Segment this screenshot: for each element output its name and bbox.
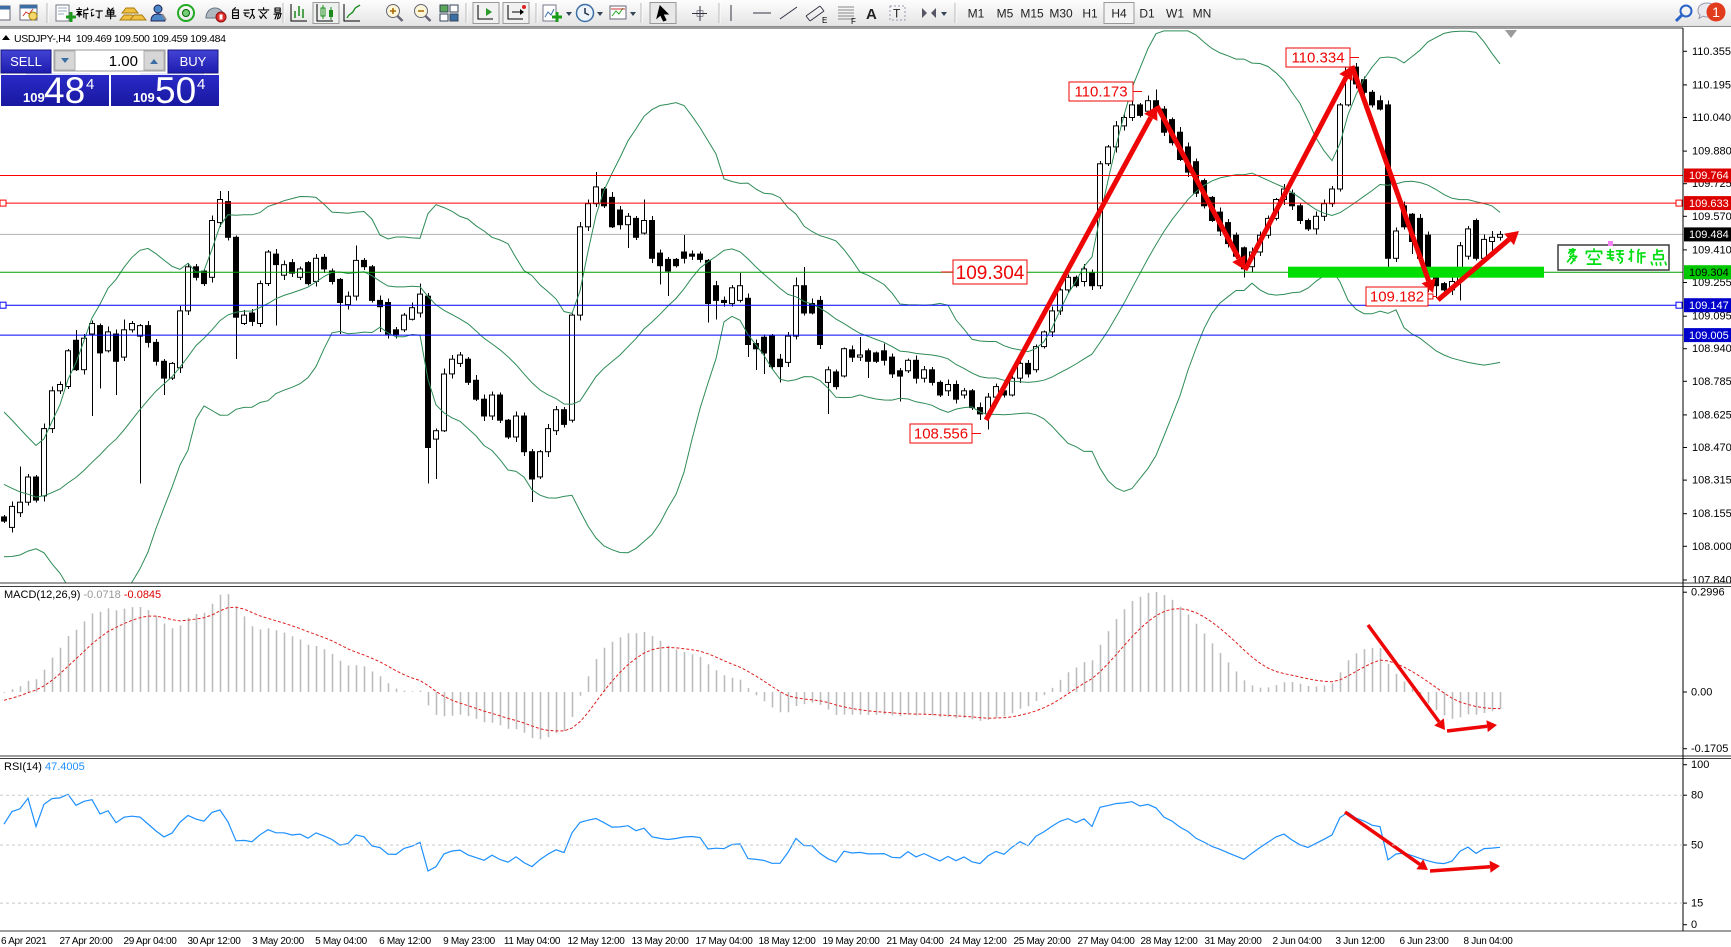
svg-text:109.410: 109.410 [1692, 244, 1731, 256]
svg-text:27 Apr 20:00: 27 Apr 20:00 [59, 936, 113, 947]
svg-text:0.2996: 0.2996 [1691, 587, 1725, 599]
svg-text:6 Jun 23:00: 6 Jun 23:00 [1400, 936, 1450, 947]
svg-text:109.633: 109.633 [1689, 198, 1729, 210]
svg-text:109.147: 109.147 [1689, 300, 1729, 312]
svg-text:108.315: 108.315 [1692, 475, 1731, 487]
svg-text:80: 80 [1691, 790, 1703, 802]
svg-text:15: 15 [1691, 898, 1703, 910]
svg-text:109.880: 109.880 [1692, 146, 1731, 158]
svg-text:109: 109 [133, 90, 155, 105]
svg-text:50: 50 [155, 70, 196, 111]
svg-text:17 May 04:00: 17 May 04:00 [696, 936, 754, 947]
svg-text:F: F [851, 17, 856, 26]
svg-text:108.556: 108.556 [914, 426, 968, 443]
svg-text:4: 4 [86, 76, 94, 93]
svg-text:USDJPY-,H4 109.469 109.500 10: USDJPY-,H4 109.469 109.500 109.459 109.4… [14, 33, 226, 45]
svg-text:108.000: 108.000 [1692, 541, 1731, 553]
svg-text:29 Apr 04:00: 29 Apr 04:00 [123, 936, 177, 947]
svg-text:BUY: BUY [180, 54, 207, 69]
svg-text:108.625: 108.625 [1692, 409, 1731, 421]
svg-text:6 Apr 2021: 6 Apr 2021 [1, 936, 47, 947]
svg-text:50: 50 [1691, 840, 1703, 852]
svg-text:109: 109 [23, 90, 45, 105]
svg-text:M30: M30 [1049, 7, 1073, 21]
svg-text:M5: M5 [997, 7, 1014, 21]
svg-text:25 May 20:00: 25 May 20:00 [1014, 936, 1072, 947]
svg-text:12 May 12:00: 12 May 12:00 [568, 936, 626, 947]
svg-text:A: A [866, 6, 877, 23]
svg-text:109.304: 109.304 [956, 263, 1025, 284]
svg-text:109.095: 109.095 [1692, 311, 1731, 323]
svg-text:13 May 20:00: 13 May 20:00 [632, 936, 690, 947]
svg-text:11 May 04:00: 11 May 04:00 [504, 936, 561, 947]
svg-text:109.005: 109.005 [1689, 330, 1729, 342]
svg-text:MN: MN [1193, 7, 1212, 21]
svg-text:110.334: 110.334 [1291, 50, 1344, 67]
svg-text:2 Jun 04:00: 2 Jun 04:00 [1273, 936, 1323, 947]
svg-text:107.840: 107.840 [1692, 575, 1731, 587]
svg-text:8 Jun 04:00: 8 Jun 04:00 [1464, 936, 1514, 947]
svg-text:48: 48 [44, 70, 85, 111]
svg-text:SELL: SELL [10, 54, 42, 69]
svg-text:M1: M1 [968, 7, 985, 21]
svg-text:109.764: 109.764 [1689, 170, 1729, 182]
svg-text:9 May 23:00: 9 May 23:00 [443, 936, 495, 947]
svg-text:109.255: 109.255 [1692, 277, 1731, 289]
svg-text:19 May 20:00: 19 May 20:00 [823, 936, 881, 947]
svg-text:H4: H4 [1111, 7, 1127, 21]
svg-text:110.355: 110.355 [1692, 46, 1731, 58]
svg-text:E: E [822, 16, 827, 25]
svg-text:H1: H1 [1082, 7, 1098, 21]
svg-text:4: 4 [197, 76, 205, 93]
svg-text:108.940: 108.940 [1692, 343, 1731, 355]
svg-text:110.195: 110.195 [1692, 79, 1731, 91]
svg-text:108.155: 108.155 [1692, 508, 1731, 520]
svg-text:D1: D1 [1139, 7, 1155, 21]
svg-text:3 Jun 12:00: 3 Jun 12:00 [1336, 936, 1386, 947]
svg-text:24 May 12:00: 24 May 12:00 [950, 936, 1008, 947]
svg-text:18 May 12:00: 18 May 12:00 [759, 936, 817, 947]
svg-text:M15: M15 [1020, 7, 1044, 21]
svg-text:109.570: 109.570 [1692, 211, 1731, 223]
svg-text:3 May 20:00: 3 May 20:00 [252, 936, 304, 947]
svg-text:1.00: 1.00 [109, 53, 138, 70]
svg-text:100: 100 [1691, 759, 1709, 771]
svg-text:31 May 20:00: 31 May 20:00 [1205, 936, 1263, 947]
svg-text:27 May 04:00: 27 May 04:00 [1078, 936, 1136, 947]
svg-text:MACD(12,26,9) -0.0718 -0.0845: MACD(12,26,9) -0.0718 -0.0845 [4, 589, 161, 601]
svg-text:109.304: 109.304 [1689, 267, 1729, 279]
svg-text:28 May 12:00: 28 May 12:00 [1141, 936, 1199, 947]
svg-text:5 May 04:00: 5 May 04:00 [315, 936, 367, 947]
svg-text:0: 0 [1691, 919, 1697, 931]
svg-text:110.040: 110.040 [1692, 112, 1731, 124]
svg-text:RSI(14) 47.4005: RSI(14) 47.4005 [4, 761, 85, 773]
svg-text:110.173: 110.173 [1074, 84, 1127, 101]
svg-text:1: 1 [1712, 4, 1720, 20]
svg-text:109.484: 109.484 [1689, 229, 1729, 241]
svg-text:-0.1705: -0.1705 [1691, 743, 1728, 755]
svg-text:109.182: 109.182 [1370, 289, 1424, 306]
svg-text:108.785: 108.785 [1692, 376, 1731, 388]
svg-text:30 Apr 12:00: 30 Apr 12:00 [187, 936, 241, 947]
svg-text:W1: W1 [1166, 7, 1184, 21]
svg-text:T: T [893, 7, 901, 21]
svg-text:0.00: 0.00 [1691, 687, 1712, 699]
svg-text:108.470: 108.470 [1692, 442, 1731, 454]
svg-text:21 May 04:00: 21 May 04:00 [887, 936, 945, 947]
svg-text:6 May 12:00: 6 May 12:00 [379, 936, 431, 947]
